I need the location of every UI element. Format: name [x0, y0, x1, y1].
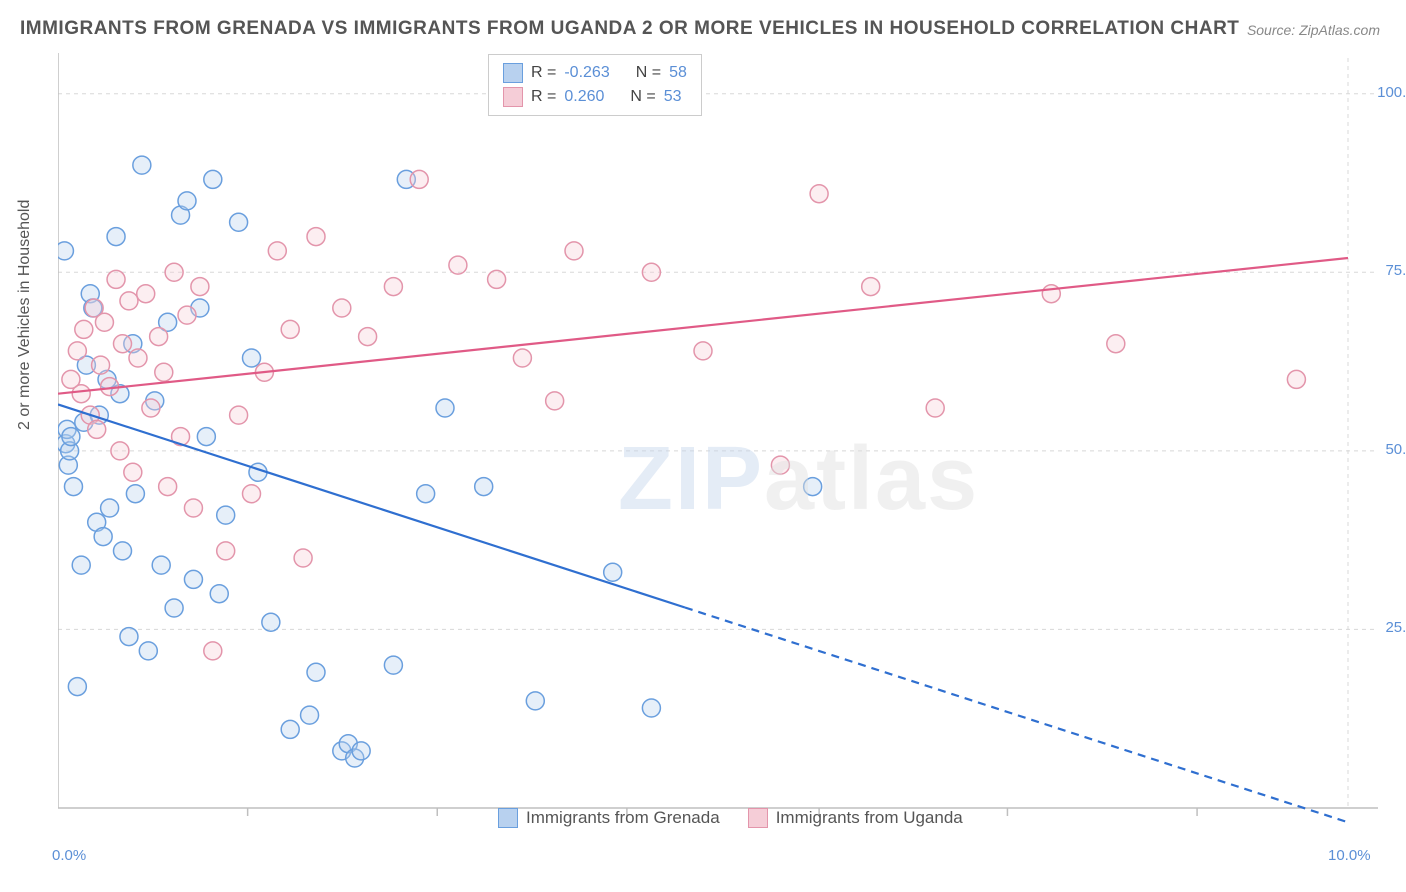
- chart-title: IMMIGRANTS FROM GRENADA VS IMMIGRANTS FR…: [20, 18, 1386, 40]
- series-legend: Immigrants from Grenada Immigrants from …: [498, 808, 963, 828]
- chart-area: ZIPatlas R = -0.263 N = 58 R = 0.260 N =…: [58, 48, 1378, 838]
- y-tick-label: 25.0%: [1385, 619, 1406, 636]
- x-tick-label: 0.0%: [52, 847, 86, 864]
- swatch-uganda-icon: [748, 808, 768, 828]
- correlation-legend: R = -0.263 N = 58 R = 0.260 N = 53: [488, 54, 702, 116]
- swatch-uganda: [503, 87, 523, 107]
- chart-container: IMMIGRANTS FROM GRENADA VS IMMIGRANTS FR…: [0, 0, 1406, 892]
- swatch-grenada: [503, 63, 523, 83]
- y-axis-label: 2 or more Vehicles in Household: [16, 200, 34, 430]
- n-value-grenada: 58: [669, 61, 687, 85]
- legend-label-grenada: Immigrants from Grenada: [526, 808, 720, 828]
- x-tick-label: 10.0%: [1328, 847, 1371, 864]
- r-value-uganda: 0.260: [564, 85, 604, 109]
- swatch-grenada-icon: [498, 808, 518, 828]
- source-attribution: Source: ZipAtlas.com: [1247, 22, 1380, 38]
- r-label: R =: [531, 85, 556, 109]
- r-label: R =: [531, 61, 556, 85]
- legend-row-grenada: R = -0.263 N = 58: [503, 61, 687, 85]
- legend-item-uganda: Immigrants from Uganda: [748, 808, 963, 828]
- y-tick-label: 75.0%: [1385, 262, 1406, 279]
- legend-item-grenada: Immigrants from Grenada: [498, 808, 720, 828]
- legend-label-uganda: Immigrants from Uganda: [776, 808, 963, 828]
- n-label: N =: [636, 61, 661, 85]
- scatter-plot: [58, 48, 1378, 838]
- y-tick-label: 100.0%: [1377, 84, 1406, 101]
- y-tick-label: 50.0%: [1385, 441, 1406, 458]
- n-label: N =: [630, 85, 655, 109]
- r-value-grenada: -0.263: [564, 61, 609, 85]
- n-value-uganda: 53: [664, 85, 682, 109]
- legend-row-uganda: R = 0.260 N = 53: [503, 85, 687, 109]
